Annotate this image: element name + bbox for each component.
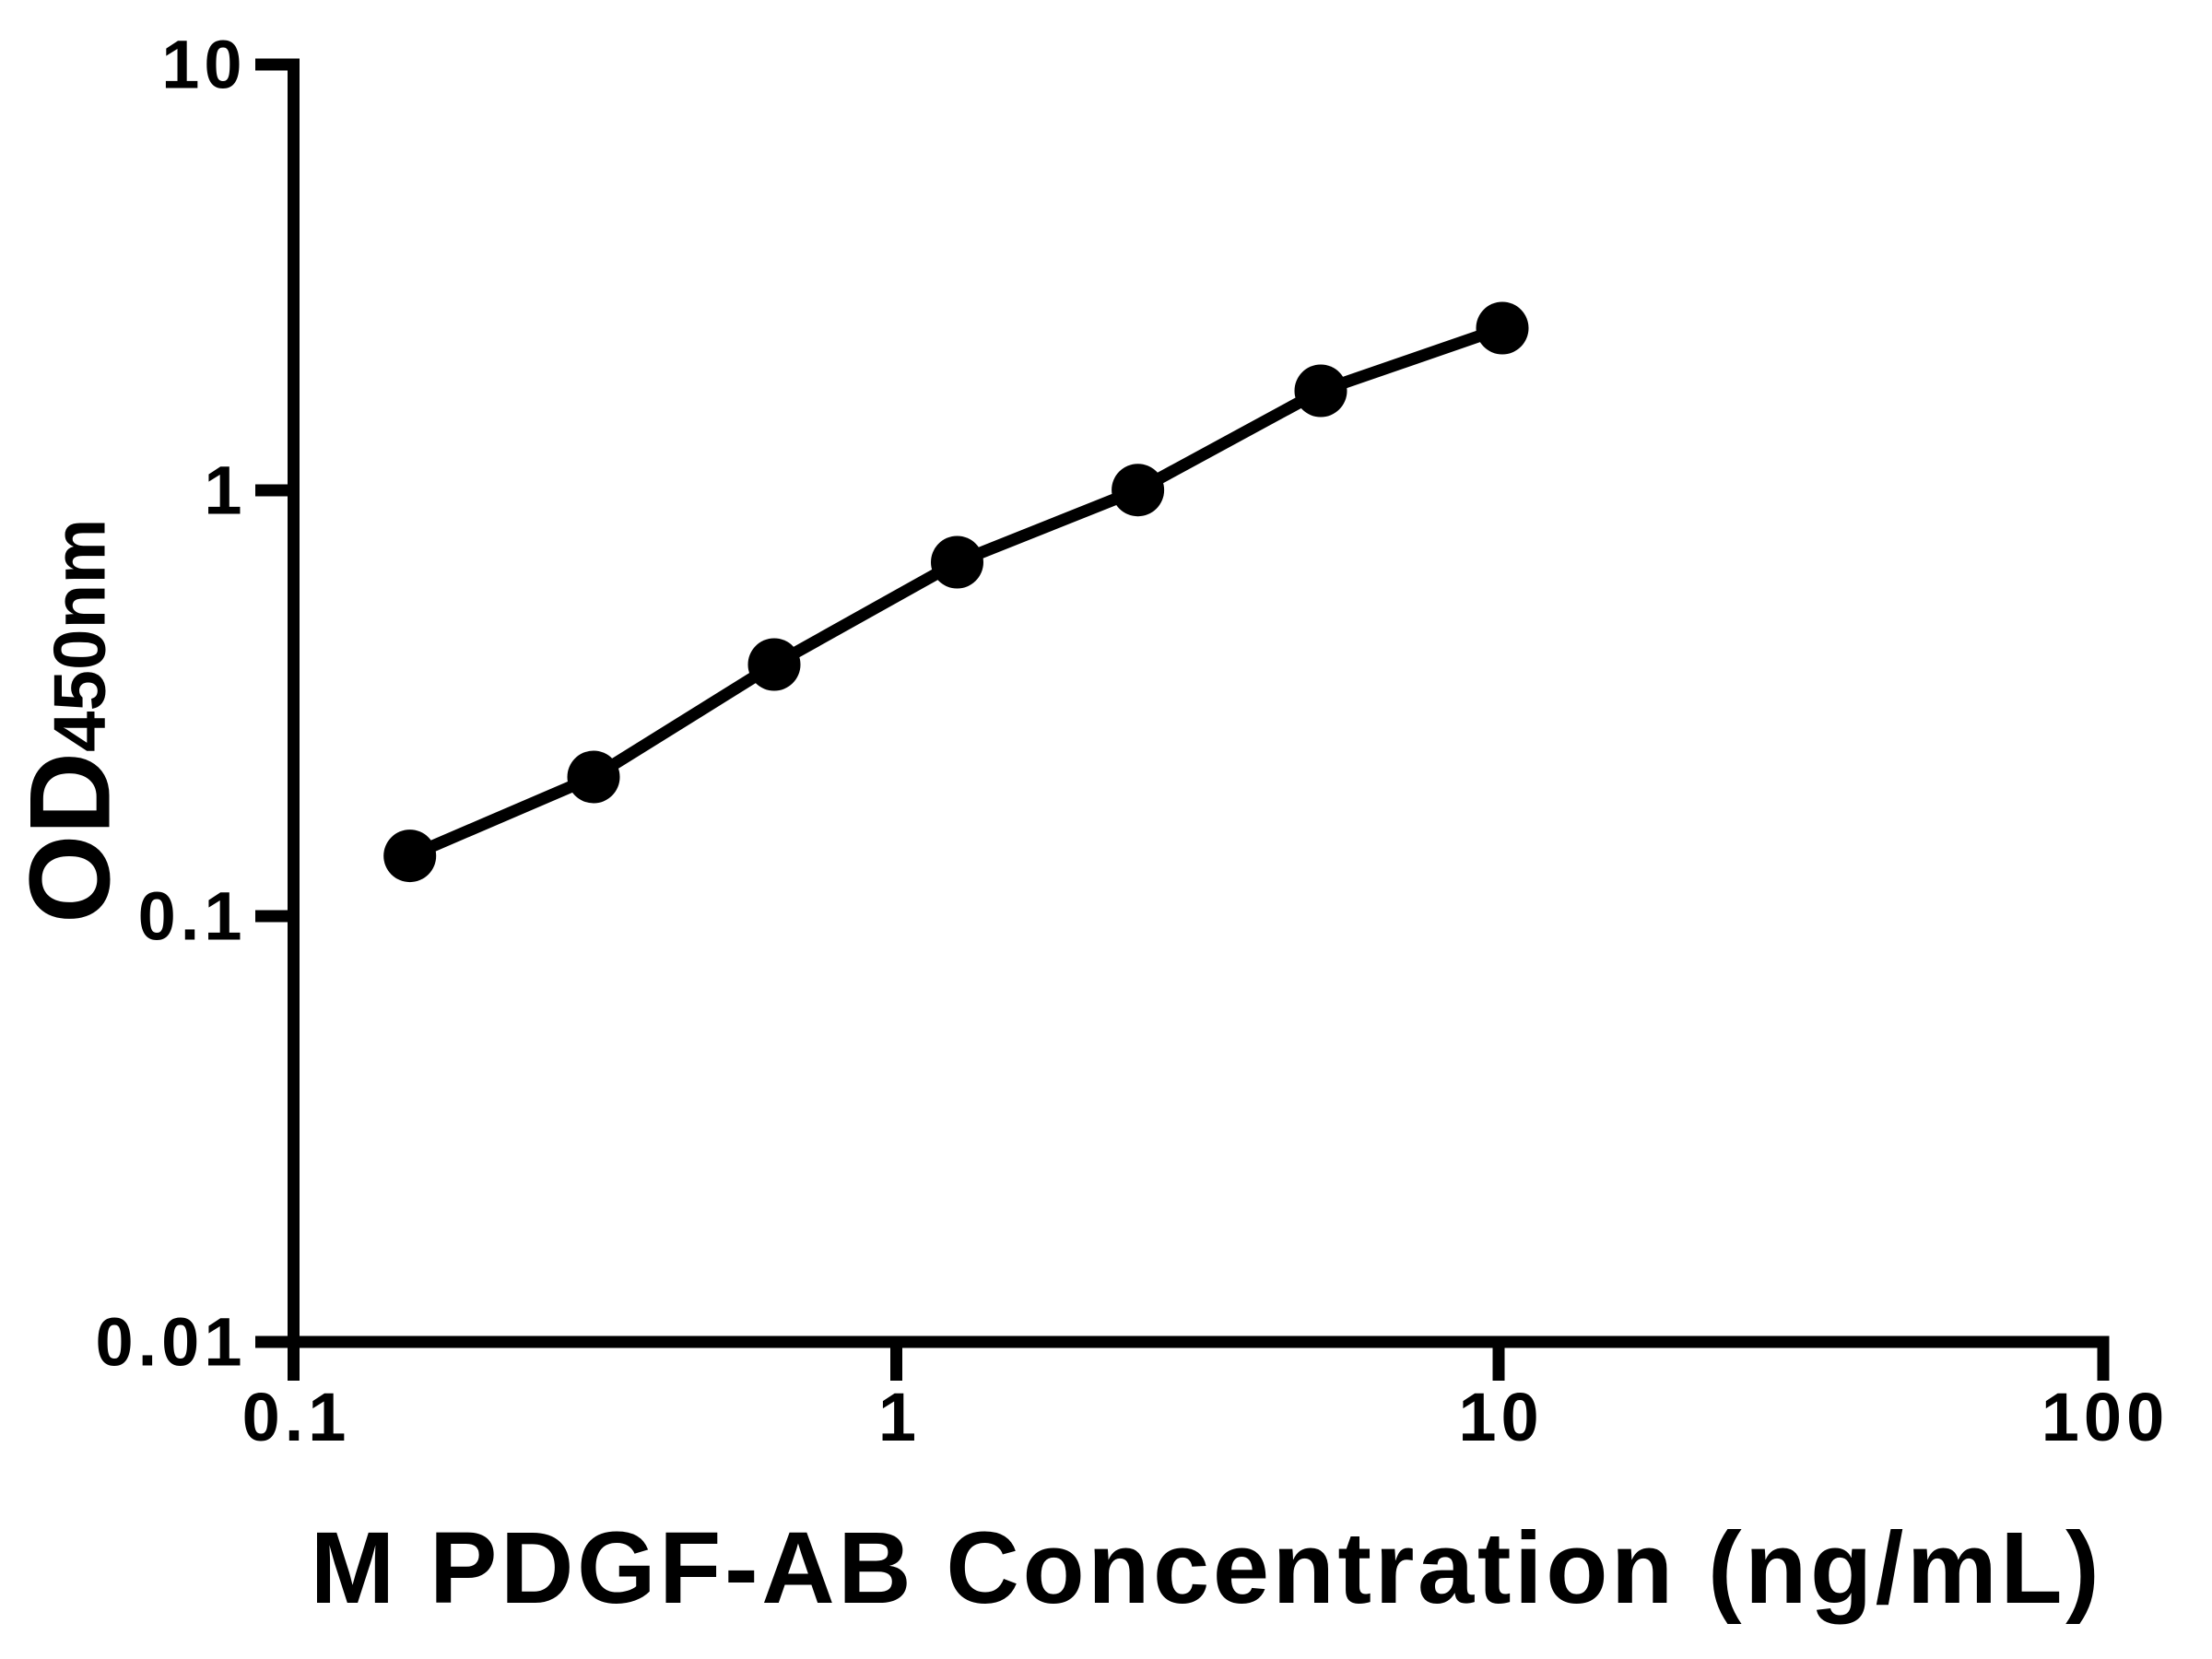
svg-text:10: 10	[161, 27, 246, 103]
svg-text:1: 1	[878, 1379, 921, 1455]
svg-text:M PDGF-AB Concentration (ng/mL: M PDGF-AB Concentration (ng/mL)	[311, 1512, 2103, 1625]
svg-text:0.1: 0.1	[242, 1379, 351, 1455]
svg-text:1: 1	[204, 453, 246, 529]
svg-text:10: 10	[1458, 1379, 1543, 1455]
svg-text:100: 100	[2041, 1379, 2169, 1455]
svg-text:0.1: 0.1	[138, 878, 247, 955]
svg-text:0.01: 0.01	[95, 1304, 246, 1381]
